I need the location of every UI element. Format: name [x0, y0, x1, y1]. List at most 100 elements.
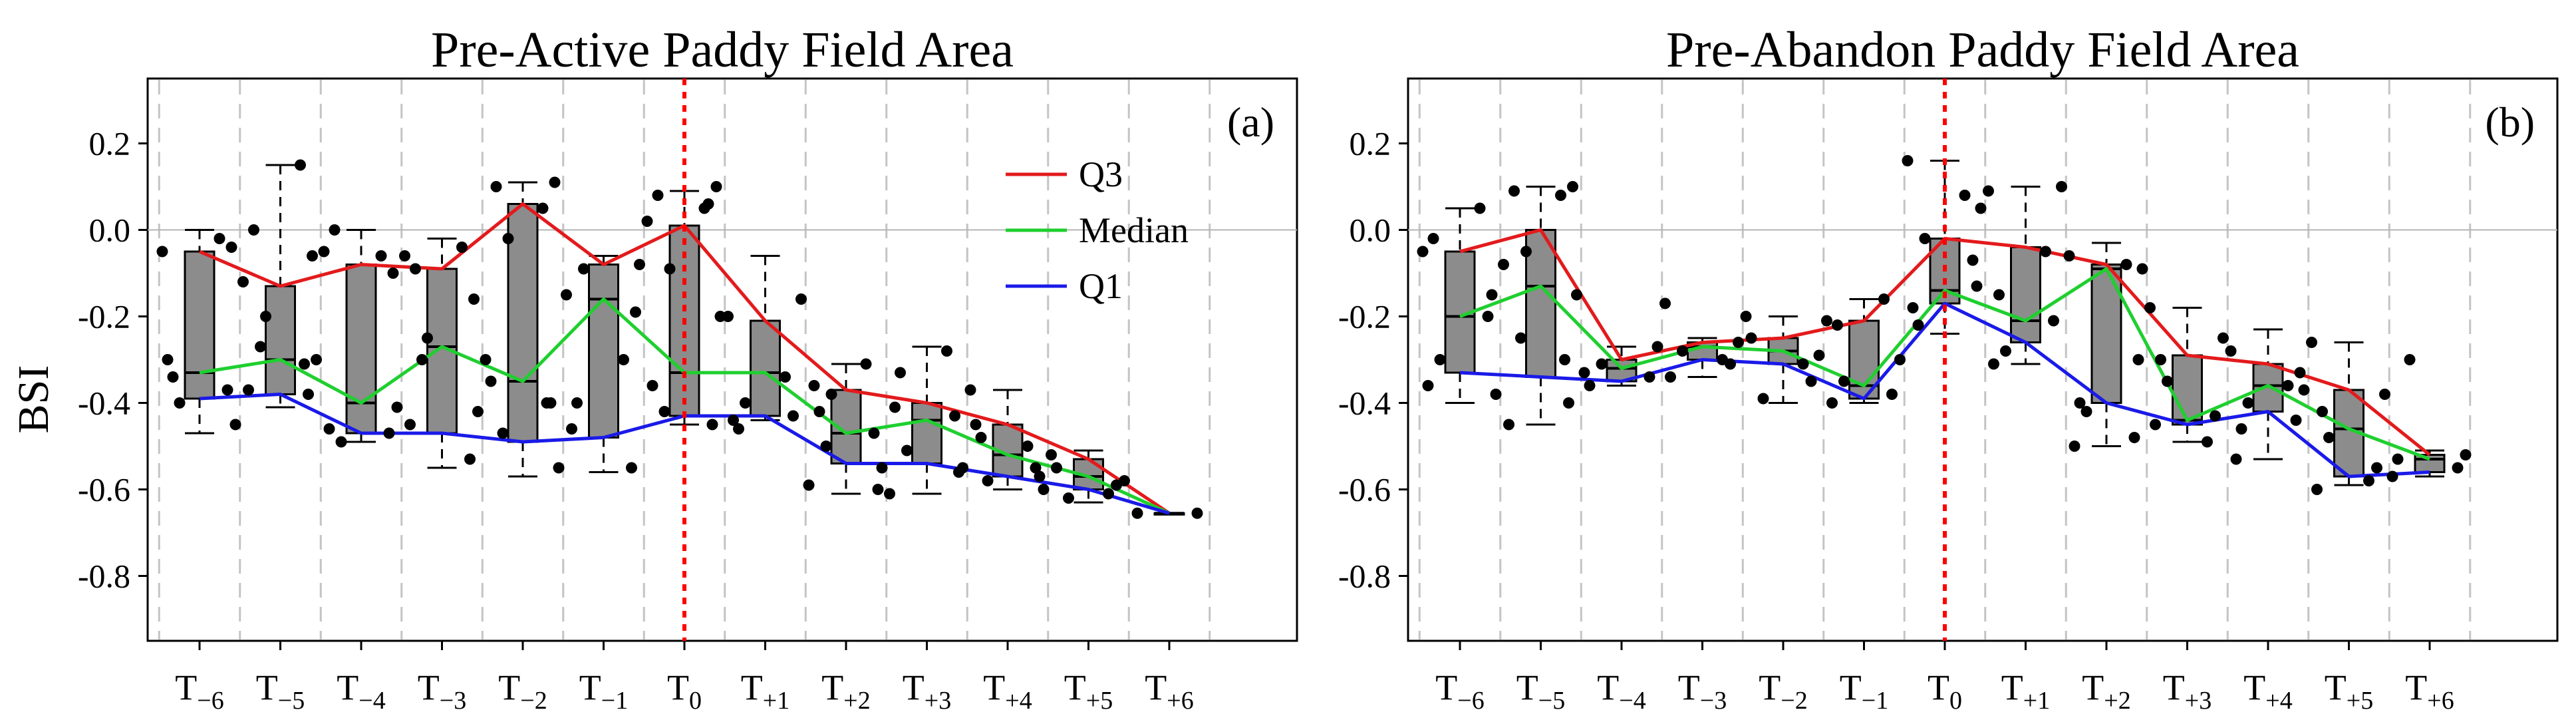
x-tick-label-base: T	[175, 667, 197, 707]
box-T+1	[2010, 186, 2041, 365]
x-tick-label-base: T	[821, 667, 843, 707]
data-point	[1559, 354, 1570, 365]
data-point	[1959, 190, 1971, 201]
y-tick-label: 0.0	[89, 212, 131, 249]
iqr-box	[830, 389, 862, 464]
data-point	[2294, 367, 2306, 379]
legend-label-q1: Q1	[1079, 266, 1123, 306]
data-point	[468, 293, 480, 305]
x-tick-label-base: T	[498, 667, 520, 707]
panel-a-points	[156, 159, 1203, 519]
data-point	[549, 176, 561, 188]
x-tick-label-subscript: +6	[1167, 687, 1193, 715]
data-point	[387, 268, 399, 279]
data-point	[1422, 380, 1434, 391]
data-point	[664, 263, 676, 275]
x-tick-label-T+3: T+3	[2163, 667, 2212, 715]
data-point	[2120, 259, 2132, 270]
data-point	[1515, 332, 1526, 344]
data-point	[1567, 181, 1578, 192]
x-tick-label-subscript: −6	[1457, 687, 1484, 715]
data-point	[1119, 475, 1130, 486]
x-tick-label-base: T	[1678, 667, 1700, 707]
data-point	[561, 289, 572, 301]
data-point	[634, 259, 645, 270]
data-point	[1131, 507, 1143, 519]
data-point	[618, 354, 629, 365]
data-point	[2323, 432, 2335, 443]
y-tick-label: -0.8	[78, 558, 130, 595]
data-point	[1508, 185, 1520, 197]
data-point	[1659, 297, 1671, 309]
x-tick-label-base: T	[1597, 667, 1619, 707]
x-tick-label-T-6: T−6	[1435, 667, 1484, 715]
data-point	[2282, 380, 2294, 391]
y-tick-label: -0.6	[1338, 471, 1391, 508]
x-tick-label-T+1: T+1	[2001, 667, 2050, 715]
data-point	[884, 488, 895, 500]
x-tick-label-subscript: −2	[1781, 687, 1807, 715]
data-point	[237, 276, 249, 287]
x-tick-label-T+4: T+4	[2243, 667, 2292, 715]
data-point	[221, 384, 233, 396]
x-tick-label-subscript: +6	[2427, 687, 2454, 715]
data-point	[876, 462, 888, 474]
data-point	[787, 410, 799, 422]
data-point	[1813, 349, 1825, 361]
data-point	[813, 406, 825, 417]
data-point	[383, 427, 395, 439]
data-point	[1571, 289, 1582, 301]
x-tick-label-base: T	[2001, 667, 2023, 707]
data-point	[1805, 375, 1817, 387]
x-tick-label-subscript: −3	[440, 687, 466, 715]
data-point	[872, 484, 884, 495]
x-tick-label-T+2: T+2	[2082, 667, 2130, 715]
x-tick-label-T-2: T−2	[498, 667, 547, 715]
data-point	[1191, 507, 1203, 519]
x-tick-label-subscript: −4	[1619, 687, 1646, 715]
box-T+5	[2333, 341, 2364, 486]
data-point	[1907, 302, 1919, 313]
iqr-box	[911, 402, 942, 464]
box-T+3	[911, 345, 942, 495]
x-tick-label-base: T	[741, 667, 763, 707]
iqr-box	[1525, 229, 1556, 378]
data-point	[795, 293, 807, 305]
data-point	[1717, 354, 1728, 365]
data-point	[2311, 484, 2323, 495]
x-tick-label-base: T	[983, 667, 1005, 707]
data-point	[1486, 289, 1498, 301]
x-tick-label-subscript: −2	[520, 687, 547, 715]
data-point	[1975, 202, 1987, 214]
x-tick-label-T+5: T+5	[2325, 667, 2373, 715]
x-tick-label-base: T	[418, 667, 440, 707]
data-point	[1034, 470, 1046, 482]
data-point	[2048, 315, 2059, 327]
data-point	[706, 419, 718, 431]
x-tick-label-subscript: +3	[925, 687, 951, 715]
x-tick-label-T-4: T−4	[337, 667, 385, 715]
y-tick-label: -0.2	[78, 298, 130, 335]
x-tick-label-base: T	[2163, 667, 2185, 707]
data-point	[2155, 354, 2166, 365]
data-point	[2074, 397, 2086, 409]
data-point	[1912, 319, 1924, 331]
data-point	[1971, 280, 1983, 292]
data-point	[311, 354, 322, 365]
data-point	[375, 250, 387, 262]
data-point	[728, 415, 739, 426]
data-point	[1902, 155, 1914, 166]
data-point	[2069, 441, 2080, 452]
data-point	[464, 453, 476, 465]
data-point	[970, 419, 982, 431]
data-point	[260, 311, 271, 322]
x-tick-label-base: T	[1759, 667, 1781, 707]
box-T-2	[507, 181, 539, 478]
panel-a-title: Pre-Active Paddy Field Area	[431, 22, 1014, 78]
data-point	[1644, 371, 1655, 383]
x-tick-label-T-1: T−1	[579, 667, 628, 715]
data-point	[1665, 371, 1676, 383]
x-tick-label-T+5: T+5	[1064, 667, 1113, 715]
data-point	[162, 354, 174, 365]
data-point	[658, 406, 670, 417]
